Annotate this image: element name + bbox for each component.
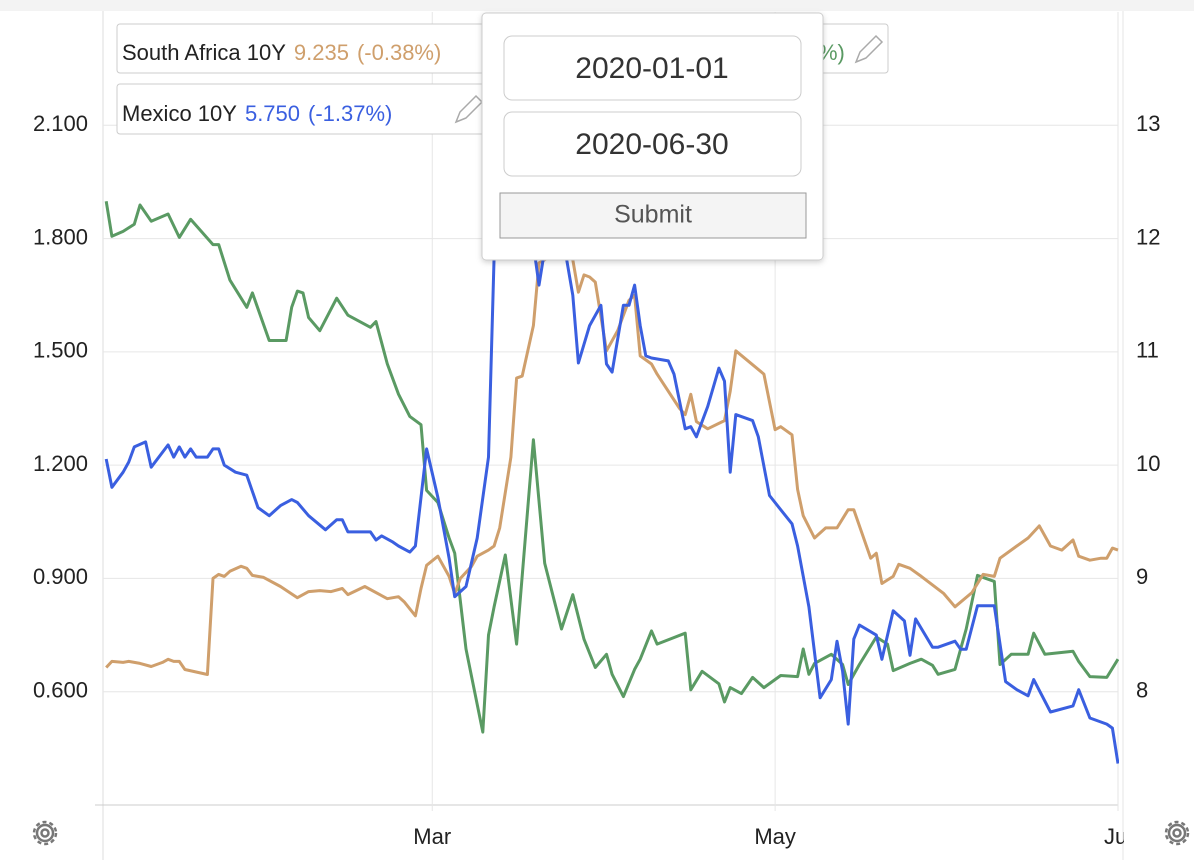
series-line <box>104 200 1119 734</box>
settings-icon[interactable] <box>1164 820 1190 846</box>
top-strip <box>0 0 1194 11</box>
y-tick-label: 0.600 <box>33 678 88 703</box>
y-tick-label: 0.900 <box>33 564 88 589</box>
y-tick-label: 2.100 <box>33 111 88 136</box>
y2-tick-label: 10 <box>1136 451 1160 476</box>
x-axis: Mar May Jul <box>413 824 1132 849</box>
y-tick-label: 1.800 <box>33 224 88 249</box>
y2-tick-label: 9 <box>1136 564 1148 589</box>
settings-icon[interactable] <box>32 820 58 846</box>
x-tick-label: May <box>754 824 796 849</box>
submit-button[interactable] <box>499 192 807 239</box>
legend-change: (-0.38%) <box>357 40 441 65</box>
legend-entry: Mexico 10Y 5.750 (-1.37%) <box>122 101 392 126</box>
edit-icon[interactable] <box>454 94 484 124</box>
end-date: 2020-06-30 <box>575 128 728 161</box>
y-tick-label: 1.200 <box>33 451 88 476</box>
series-line <box>104 182 1119 764</box>
start-date: 2020-01-01 <box>575 52 728 85</box>
edit-icon[interactable] <box>854 34 884 64</box>
legend-entry: South Africa 10Y 9.235 (-0.38%) <box>122 40 441 65</box>
end-date-input[interactable] <box>503 111 802 177</box>
legend-value: 9.235 <box>294 40 349 65</box>
series-line <box>105 248 1119 676</box>
y2-tick-label: 13 <box>1136 111 1160 136</box>
y2-tick-label: 8 <box>1136 678 1148 703</box>
legend-name: Mexico 10Y <box>122 101 237 126</box>
legend-name: South Africa 10Y <box>122 40 286 65</box>
y-tick-label: 1.500 <box>33 338 88 363</box>
x-tick-label: Jul <box>1104 824 1132 849</box>
y2-tick-label: 12 <box>1136 224 1160 249</box>
legend-change: (-1.37%) <box>308 101 392 126</box>
start-date-input[interactable] <box>503 35 802 101</box>
axes: 0.600 0.900 1.200 1.500 1.800 2.100 8 9 10 11 12 13 <box>33 111 1161 702</box>
y2-tick-label: 11 <box>1136 338 1159 363</box>
x-tick-label: Mar <box>413 824 451 849</box>
plot <box>104 182 1119 764</box>
legend-value: 5.750 <box>245 101 300 126</box>
submit-label: Submit <box>614 201 692 229</box>
